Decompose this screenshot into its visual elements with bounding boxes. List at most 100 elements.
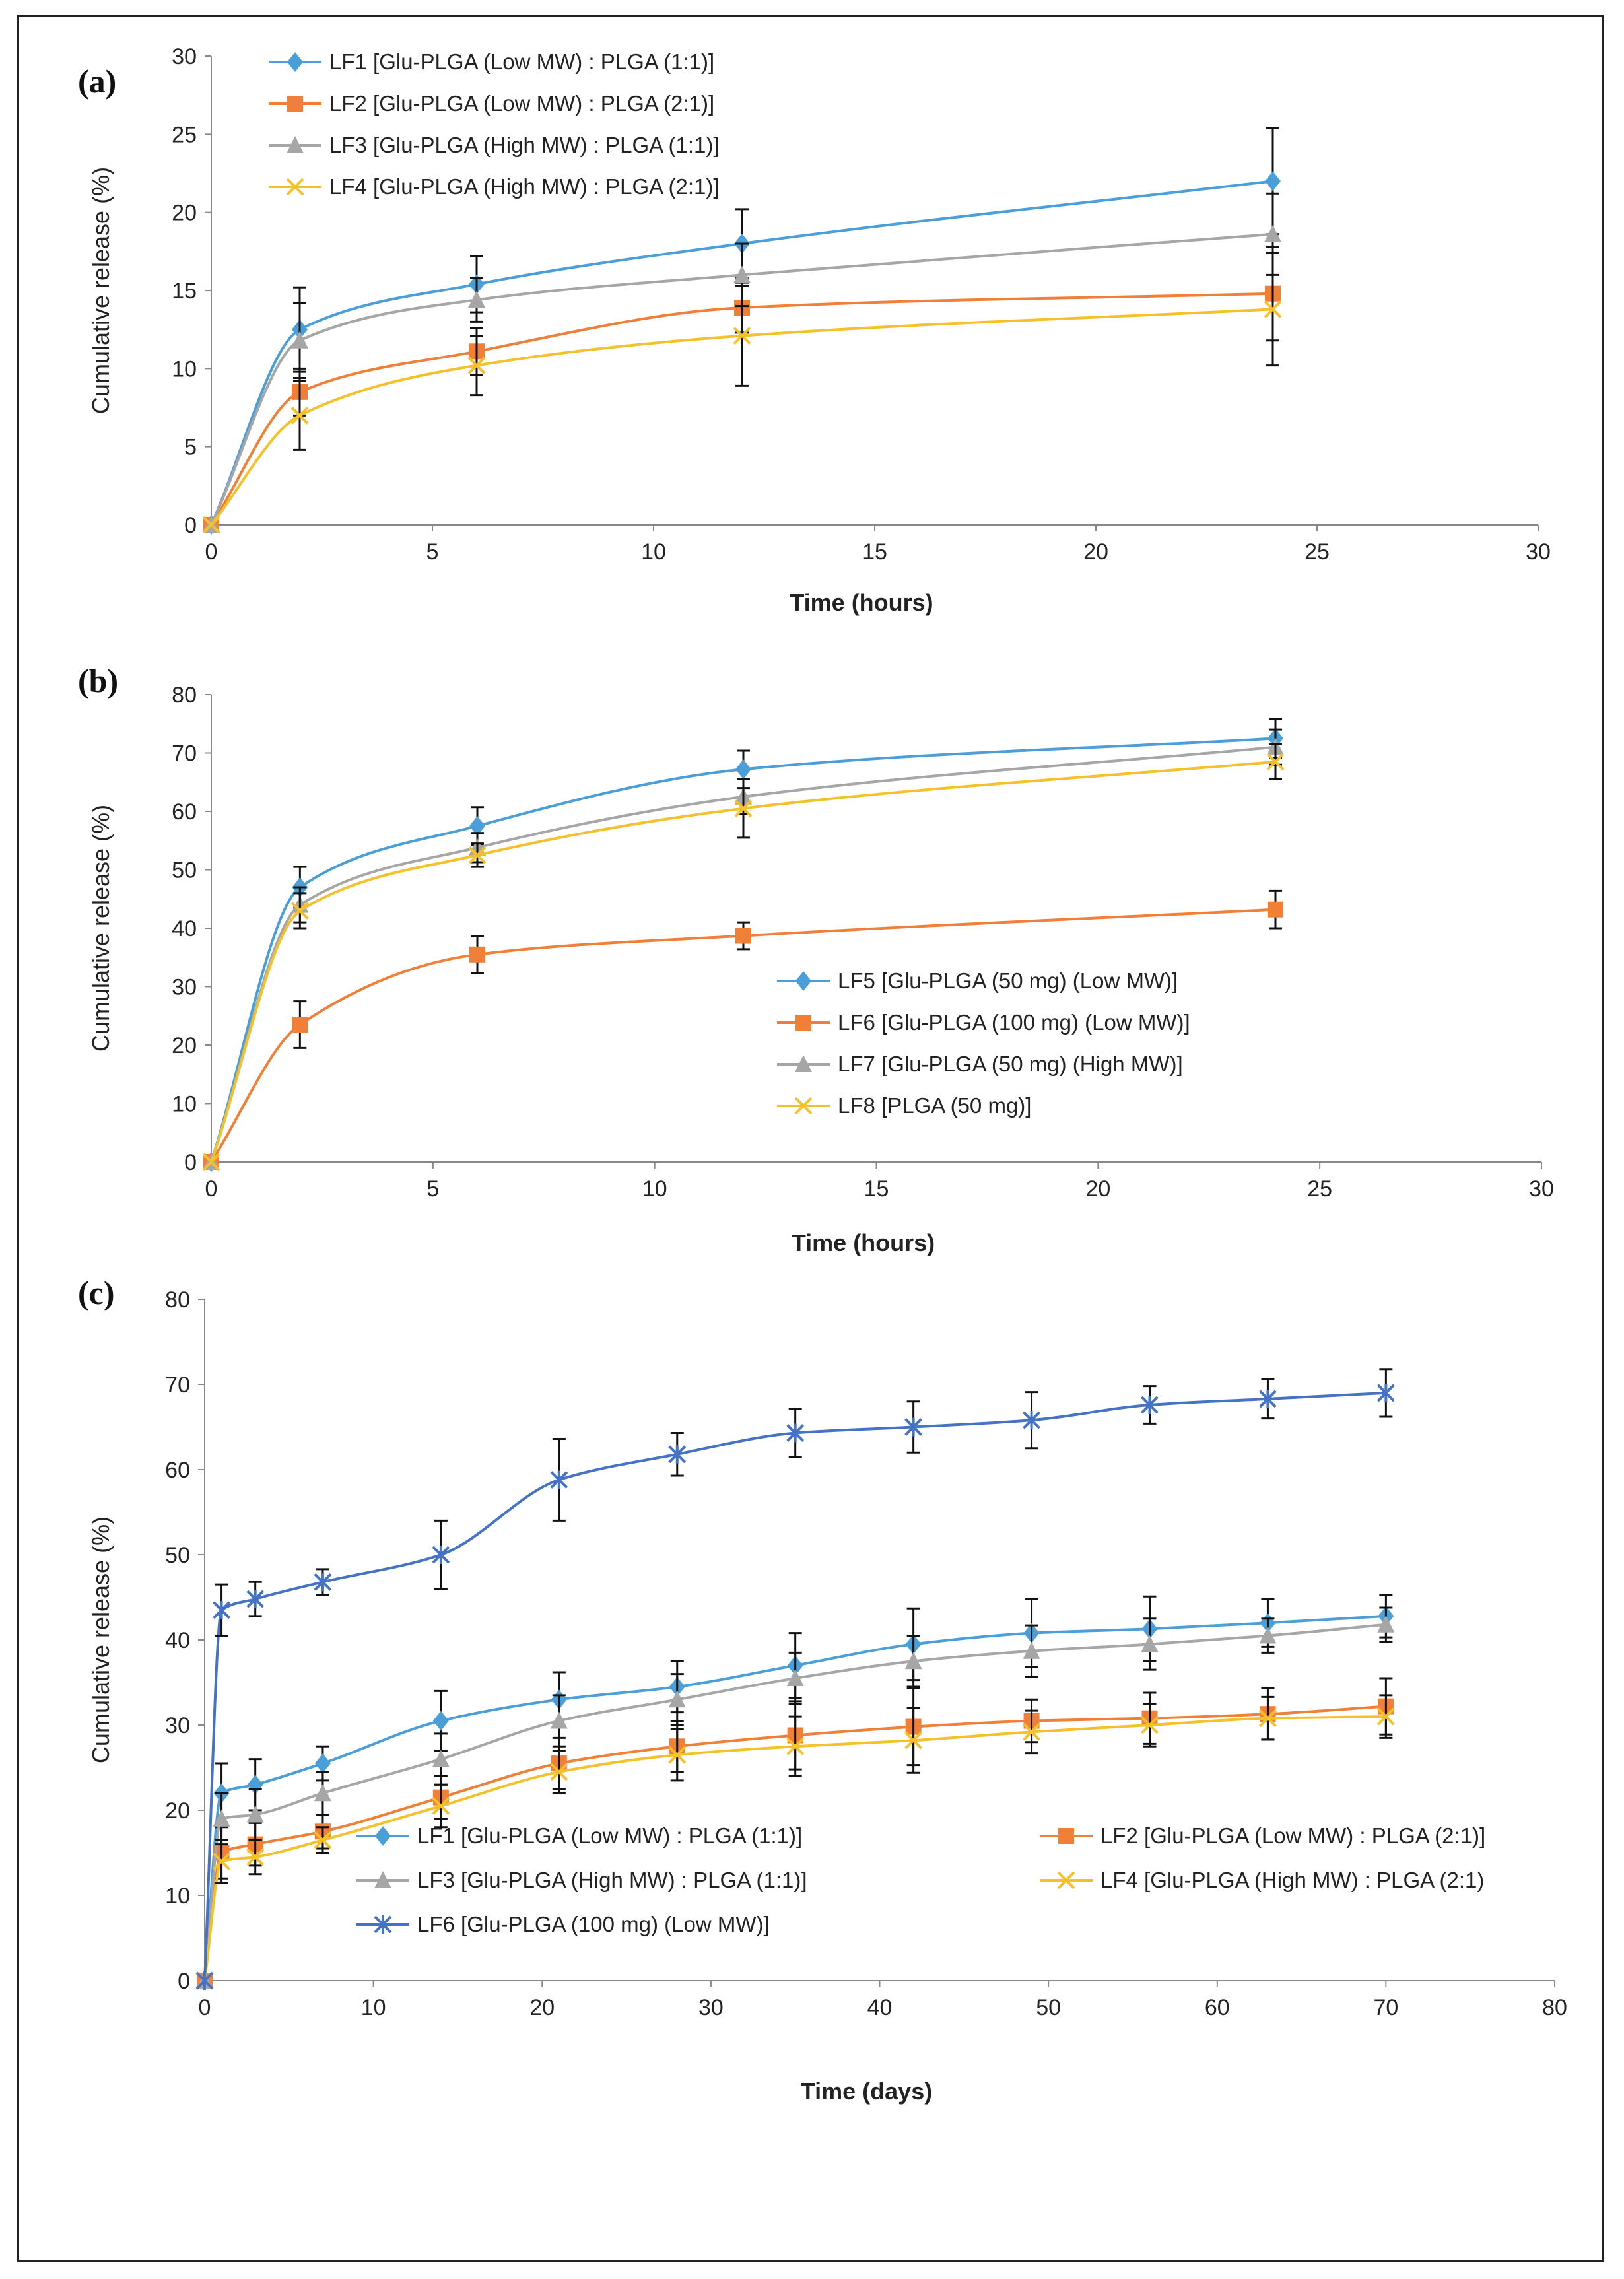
data-point [1266,753,1285,771]
data-point [550,1470,568,1489]
data-point [733,327,751,345]
legend-label: LF3 [Glu-PLGA (High MW) : PLGA (1:1)] [329,133,720,157]
legend-item-2: LF2 [Glu-PLGA (Low MW) : PLGA (2:1)] [1040,1823,1485,1848]
x-tick-label: 30 [698,1995,724,2020]
y-tick-label: 50 [172,858,197,883]
x-tick-label: 80 [1542,1995,1567,2020]
data-point [1259,1626,1277,1644]
legend-label: LF1 [Glu-PLGA (Low MW) : PLGA (1:1)] [417,1823,802,1848]
chart-panel-3: (c) 0 10 20 30 40 50 60 70 80 0 10 20 30 40 50 60 70 80 Tim… [78,1274,1567,2105]
data-point [314,1831,332,1849]
data-point [246,1805,264,1823]
legend-item-3: LF3 [Glu-PLGA (High MW) : PLGA (1:1)] [269,133,720,157]
legend-item-2: LF2 [Glu-PLGA (Low MW) : PLGA (2:1)] [269,91,714,116]
x-tick-label: 10 [642,1176,667,1202]
legend-item-4: LF4 [Glu-PLGA (High MW) : PLGA (2:1) [1040,1868,1484,1892]
data-point [1265,171,1281,191]
data-point [432,1711,449,1731]
panel-label: (b) [78,662,118,699]
x-tick-label: 30 [1526,539,1551,564]
data-point [1141,1716,1159,1734]
data-point [290,902,309,920]
panel-label: (a) [78,63,116,100]
legend-label: LF5 [Glu-PLGA (50 mg) (Low MW)] [838,969,1178,993]
chart-panel-1: (a) 0 5 10 15 20 25 30 0 5 10 15 20 25 30 Time (hours) C… [78,44,1551,616]
series-4 [202,252,1282,534]
data-point [668,1746,687,1764]
y-tick-label: 0 [178,1969,190,1994]
series-5 [195,1368,1395,1990]
legend-label: LF4 [Glu-PLGA (High MW) : PLGA (2:1)] [329,174,720,199]
x-tick-label: 5 [426,539,439,564]
y-tick-label: 0 [184,513,197,538]
x-tick-label: 50 [1036,1995,1061,2020]
legend-marker [374,1871,391,1888]
data-point [1377,1615,1395,1633]
legend-marker [286,178,304,196]
x-tick-label: 30 [1529,1176,1554,1202]
y-tick-label: 60 [172,799,197,825]
data-point [468,846,487,864]
y-tick-label: 20 [172,201,197,226]
legend-label: LF6 [Glu-PLGA (100 mg) (Low MW)] [417,1912,770,1936]
legend-label: LF8 [PLGA (50 mg)] [838,1093,1031,1118]
series-line [210,737,1276,1163]
legend-item-3: LF3 [Glu-PLGA (High MW) : PLGA (1:1)] [356,1868,807,1892]
x-tick-label: 15 [864,1176,889,1202]
data-point [1376,1383,1395,1402]
legend-marker [374,1915,392,1934]
data-point [904,1417,923,1437]
series-line [203,1715,1386,1981]
y-axis-title: Cumulative release (%) [87,1516,114,1763]
data-point [1259,1709,1277,1728]
legend-label: LF3 [Glu-PLGA (High MW) : PLGA (1:1)] [417,1868,807,1892]
legend-item-1: LF5 [Glu-PLGA (50 mg) (Low MW)] [777,969,1178,993]
data-point [432,1546,450,1564]
data-point [314,1753,331,1774]
series-line [210,292,1273,526]
data-point [468,290,485,308]
data-point [291,331,308,349]
legend-item-5: LF6 [Glu-PLGA (100 mg) (Low MW)] [356,1912,770,1936]
series-line [210,232,1273,526]
data-point [314,1784,331,1802]
legend-marker [794,1097,813,1115]
data-point [213,1600,230,1619]
legend-label: LF7 [Glu-PLGA (50 mg) (High MW)] [838,1052,1183,1076]
data-point [246,1590,265,1609]
x-tick-label: 0 [205,539,218,564]
x-tick-label: 0 [205,1176,218,1202]
data-point [1264,300,1282,318]
y-tick-label: 80 [172,683,197,708]
x-tick-label: 15 [862,539,887,564]
x-tick-label: 10 [641,539,666,564]
data-point [1023,1641,1040,1659]
data-point [1023,1722,1040,1741]
data-point [202,516,220,534]
legend: LF5 [Glu-PLGA (50 mg) (Low MW)] LF6 [Glu-… [777,969,1190,1118]
data-point [904,1731,923,1750]
data-point [668,1445,687,1464]
data-point [292,1017,308,1033]
legend-item-4: LF4 [Glu-PLGA (High MW) : PLGA (2:1)] [269,174,720,199]
y-tick-label: 70 [165,1373,190,1398]
legend: LF1 [Glu-PLGA (Low MW) : PLGA (1:1)] LF2 … [269,50,720,199]
y-tick-label: 10 [165,1884,190,1909]
series-line [210,760,1276,1163]
y-tick-label: 5 [184,435,197,460]
legend: LF1 [Glu-PLGA (Low MW) : PLGA (1:1)] LF2 … [356,1823,1485,1936]
series-line [210,745,1276,1163]
y-tick-label: 70 [172,741,197,766]
data-point [734,799,753,817]
legend-item-4: LF8 [PLGA (50 mg)] [777,1093,1031,1118]
y-tick-label: 30 [172,44,197,69]
data-point [1268,901,1283,918]
x-tick-label: 20 [529,1995,555,2020]
legend-label: LF2 [Glu-PLGA (Low MW) : PLGA (2:1)] [329,91,714,116]
legend-label: LF6 [Glu-PLGA (100 mg) (Low MW)] [838,1010,1190,1035]
x-tick-label: 20 [1085,1176,1110,1202]
x-axis-title: Time (hours) [792,1229,935,1256]
y-tick-label: 25 [172,122,197,147]
y-tick-label: 20 [172,1033,197,1058]
